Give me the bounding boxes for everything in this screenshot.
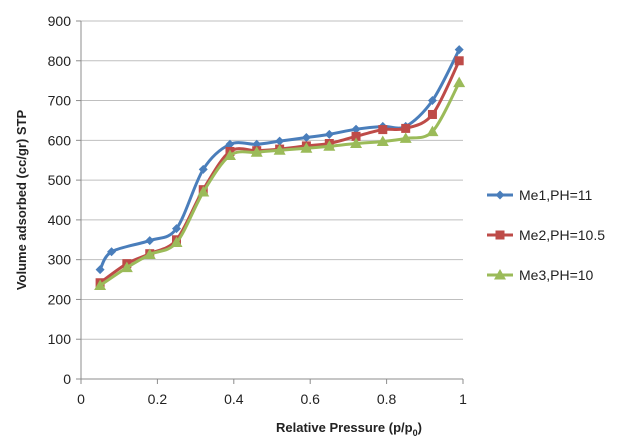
x-tick-label: 0: [77, 391, 85, 407]
y-tick-label: 300: [48, 252, 72, 268]
data-point: [275, 136, 285, 146]
legend-marker-swatch: [495, 190, 505, 200]
data-point: [145, 236, 155, 246]
series-group: [94, 45, 466, 291]
legend-label: Me3,PH=10: [519, 267, 594, 283]
x-axis-title-main: Relative Pressure (p/p: [276, 420, 413, 435]
y-tick-label: 600: [48, 132, 72, 148]
data-point: [120, 261, 133, 273]
data-point: [273, 144, 286, 155]
data-point: [95, 265, 105, 275]
data-point: [401, 123, 411, 133]
y-tick-label: 0: [63, 371, 71, 387]
y-axis-title: Volume adsorbed (cc/gr) STP: [14, 110, 29, 291]
x-axis-title-subscript: 0: [413, 428, 418, 437]
legend-entry-2: Me2,PH=10.5: [487, 227, 605, 243]
x-tick-label: 0.8: [377, 391, 397, 407]
data-point: [197, 186, 210, 197]
y-tick-label: 900: [48, 13, 72, 29]
data-point: [300, 142, 313, 153]
legend-entry-3: Me3,PH=10: [487, 267, 594, 283]
y-tick-label: 800: [48, 53, 72, 69]
y-tick-label: 200: [48, 291, 72, 307]
data-point: [350, 137, 363, 149]
series-line: [98, 48, 461, 272]
y-tick-label: 400: [48, 212, 72, 228]
data-point: [427, 109, 437, 119]
legend-entry-1: Me1,PH=11: [487, 187, 592, 203]
tick-labels: 0 100 200 300 400 500 600 700 800 900 0 0.2 0.4 0.6 0.…: [48, 13, 467, 407]
data-point: [225, 139, 235, 149]
x-tick-label: 0.2: [148, 391, 168, 407]
data-point: [427, 96, 437, 106]
axes: [76, 20, 464, 384]
data-point: [143, 248, 156, 259]
data-point: [376, 135, 389, 147]
x-axis-title-suffix: ): [418, 420, 422, 435]
series-3: [94, 76, 466, 291]
data-point: [351, 124, 361, 134]
data-point: [170, 236, 183, 248]
data-point: [107, 247, 117, 257]
y-tick-label: 500: [48, 172, 72, 188]
data-point: [198, 164, 208, 174]
data-point: [324, 129, 334, 139]
y-tick-label: 100: [48, 331, 72, 347]
data-point: [454, 45, 464, 55]
gridlines: [81, 20, 463, 340]
data-point: [453, 76, 466, 88]
data-point: [454, 56, 464, 66]
legend-label: Me1,PH=11: [519, 187, 592, 203]
data-point: [301, 133, 311, 143]
x-axis-title: Relative Pressure (p/p0): [276, 420, 422, 437]
data-point: [399, 132, 412, 143]
legend-marker-swatch: [494, 269, 506, 280]
data-point: [378, 125, 388, 135]
data-point: [250, 146, 263, 157]
data-point: [426, 125, 439, 137]
data-point: [323, 140, 336, 151]
legend: Me1,PH=11 Me2,PH=10.5 Me3,PH=10: [487, 187, 605, 283]
legend-marker-swatch: [495, 230, 505, 240]
y-tick-label: 700: [48, 93, 72, 109]
data-point: [94, 279, 107, 291]
legend-label: Me2,PH=10.5: [519, 227, 605, 243]
x-tick-label: 1: [459, 391, 467, 407]
series-1: [95, 45, 464, 275]
data-point: [351, 131, 361, 141]
x-tick-label: 0.4: [224, 391, 244, 407]
x-tick-label: 0.6: [300, 391, 320, 407]
data-point: [223, 149, 236, 160]
data-point: [172, 224, 181, 234]
